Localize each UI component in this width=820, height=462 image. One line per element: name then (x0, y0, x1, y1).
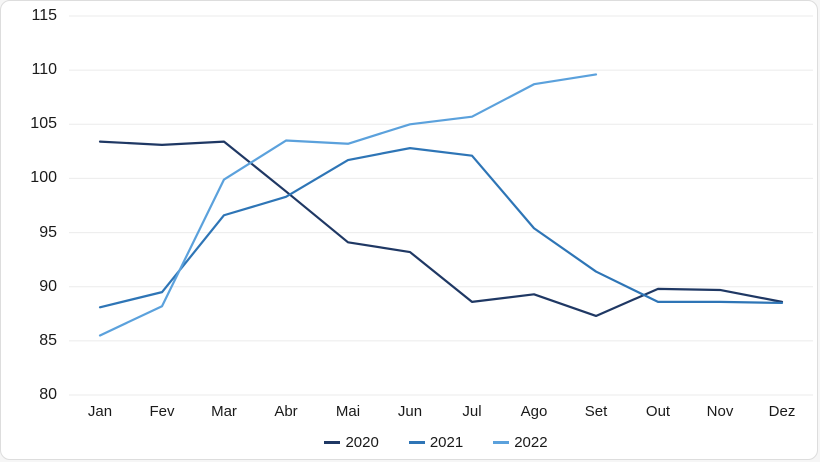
y-axis-tick-label-90: 90 (39, 277, 57, 295)
legend-swatch-2021 (408, 441, 425, 444)
x-axis-tick-label-mar: Mar (211, 403, 237, 420)
y-axis-tick-label-95: 95 (39, 223, 57, 241)
x-axis-tick-label-dez: Dez (768, 403, 796, 420)
x-axis-tick-label-ago: Ago (520, 403, 548, 420)
legend-label-2022: 2022 (514, 434, 548, 451)
legend-swatch-2020 (324, 441, 341, 444)
y-axis-tick-label-80: 80 (39, 386, 57, 403)
series-line-2022 (98, 73, 598, 337)
series-line-2020 (98, 140, 784, 318)
x-axis-tick-label-set: Set (584, 403, 608, 420)
legend-label-2021: 2021 (429, 434, 464, 451)
y-axis-tick-label-115: 115 (31, 7, 57, 24)
legend-item-2020: 2020 (324, 434, 379, 451)
x-axis-tick-label-nov: Nov (706, 403, 734, 420)
y-axis-tick-label-100: 100 (30, 169, 57, 187)
legend-item-2022: 2022 (493, 434, 548, 451)
x-axis-tick-label-jul: Jul (462, 403, 482, 420)
x-axis-tick-label-jun: Jun (397, 403, 423, 420)
x-axis-tick-label-fev: Fev (149, 403, 175, 420)
chart-legend: 2020 2021 2022 (28, 434, 820, 451)
x-axis-tick-label-abr: Abr (274, 403, 298, 420)
y-axis-tick-label-110: 110 (31, 61, 57, 79)
x-axis-tick-label-mai: Mai (335, 403, 361, 420)
x-axis-tick-label-out: Out (645, 403, 671, 420)
legend-item-2021: 2021 (408, 434, 464, 451)
x-axis-tick-label-jan: Jan (87, 403, 113, 420)
series-line-2021 (98, 147, 784, 309)
legend-label-2020: 2020 (345, 434, 379, 451)
y-axis-tick-label-105: 105 (30, 115, 57, 133)
y-axis-tick-label-85: 85 (39, 331, 57, 349)
legend-swatch-2022 (493, 441, 510, 444)
